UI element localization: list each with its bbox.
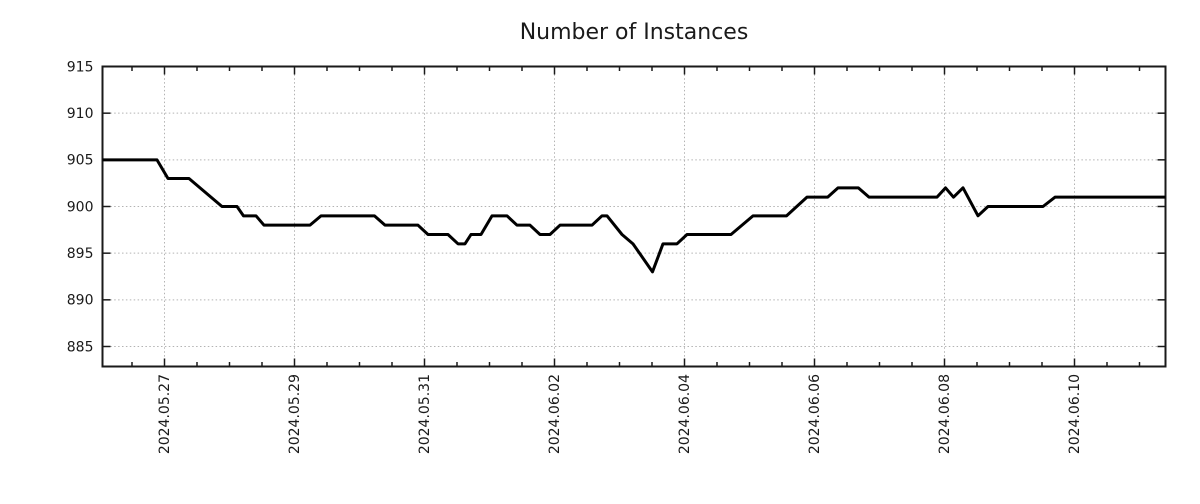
chart-title: Number of Instances bbox=[520, 20, 749, 45]
x-tick-label: 2024.05.27 bbox=[157, 374, 173, 454]
x-tick-label: 2024.06.02 bbox=[547, 374, 563, 454]
y-tick-label: 885 bbox=[67, 339, 94, 355]
x-tick-label: 2024.06.08 bbox=[937, 374, 953, 454]
y-tick-label: 895 bbox=[67, 246, 94, 262]
x-tick-label: 2024.06.10 bbox=[1067, 374, 1083, 454]
x-tick-label: 2024.05.31 bbox=[417, 374, 433, 454]
x-tick-label: 2024.06.04 bbox=[677, 374, 693, 454]
plot-border bbox=[101, 65, 1167, 368]
series-line bbox=[102, 158, 1166, 274]
grid-layer bbox=[102, 66, 1166, 367]
y-tick-label: 905 bbox=[67, 153, 94, 169]
y-tick-label: 910 bbox=[67, 106, 94, 122]
tick-layer bbox=[102, 65, 1166, 367]
y-tick-label: 900 bbox=[67, 199, 94, 215]
y-tick-label: 915 bbox=[67, 59, 94, 75]
x-tick-label: 2024.05.29 bbox=[287, 374, 303, 454]
y-tick-label: 890 bbox=[67, 293, 94, 309]
x-tick-label: 2024.06.06 bbox=[807, 374, 823, 454]
axis-labels-layer: 885 890 895 900 905 910 915 2024.05.27 2024.05.2… bbox=[67, 59, 1083, 454]
